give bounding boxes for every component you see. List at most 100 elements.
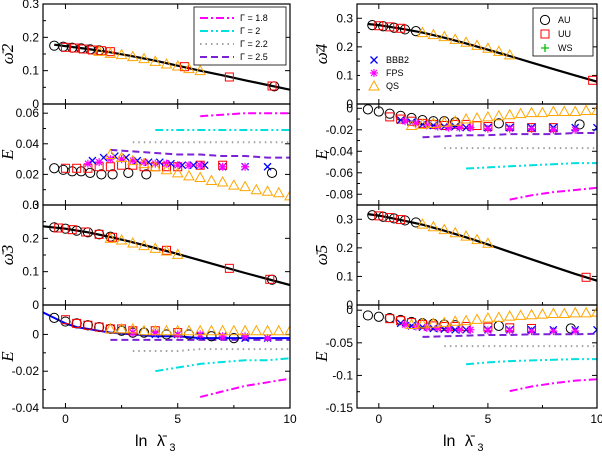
marker-UU [385,22,395,32]
marker-AU [493,320,504,331]
marker-UU [472,120,482,130]
plot-area-E4 [362,104,597,201]
marker-QS [591,306,597,317]
marker-QS [416,118,429,129]
marker-QS [405,318,418,330]
marker-QS [104,148,117,159]
marker-BBB2 [263,162,272,171]
marker-QS [427,28,440,40]
marker-FPS [433,324,442,333]
marker-FPS [263,334,272,343]
y-tick-label: 0 [32,97,39,111]
panel-E3: -0.04 -0.02 0 E [0,304,291,415]
marker-QS [183,324,195,336]
marker-QS [449,33,462,44]
marker-AU [373,311,384,322]
marker-UU [224,263,234,273]
marker-QS [205,324,218,336]
marker-FPS [422,121,431,130]
marker-QS [438,30,451,42]
legend-marker [541,44,549,52]
marker-UU [72,318,82,328]
marker-QS [569,105,582,117]
marker-QS [471,111,483,123]
legend-marker [368,79,380,91]
marker-QS [115,48,128,60]
marker-QS [492,109,505,121]
marker-QS [149,55,162,66]
marker-AU [82,320,94,331]
marker-FPS [173,161,182,170]
y-tick-label: -0.04 [12,401,40,415]
marker-QS [514,107,527,119]
marker-UU [94,229,104,239]
plot-area-w2 [49,40,290,92]
legend-label: Γ = 2 [240,26,260,36]
x-axis-labels: ln λ̄ 3 ln λ̄ 3 0 5 10 0 5 10 [62,412,602,454]
legend-marker [539,14,551,26]
marker-QS [160,163,173,175]
marker-QS [558,307,571,318]
marker-QS [149,160,162,172]
series-line-Γ22 [132,348,290,352]
marker-FPS [196,161,205,170]
y-tick-label: 0.2 [336,40,353,54]
marker-AU [395,110,406,121]
marker-AU [71,318,82,329]
series-line-Γ25 [110,148,290,159]
y-axis-label: ω̄4 [312,43,331,64]
series-line-Γ25 [422,332,597,338]
marker-FPS [455,325,464,334]
panel-frame [356,204,598,306]
y-tick-label: -0.02 [326,123,354,137]
marker-QS [239,180,251,192]
x-tick-label: 10 [590,412,602,426]
marker-FPS [218,162,227,171]
marker-QS [160,324,173,336]
marker-QS [160,244,173,256]
marker-FPS [466,123,475,132]
marker-FPS [411,119,420,128]
marker-FPS [466,325,475,334]
y-tick-label: 0.3 [22,198,39,212]
legend-label: Γ = 2.5 [240,52,268,62]
marker-QS [171,324,184,336]
marker-UU [78,44,88,54]
marker-QS [183,62,195,74]
y-axis-label: E [312,351,331,363]
marker-AU [94,229,105,240]
marker-UU [396,23,406,33]
marker-UU [81,227,91,237]
marker-QS [460,36,472,47]
marker-UU [265,274,275,284]
marker-QS [115,151,128,163]
marker-FPS [527,124,536,133]
marker-QS [525,106,538,118]
legend-label: UU [558,29,571,39]
plot-area-E2 [49,112,290,201]
marker-QS [160,57,173,69]
legend-methods-1: AU UU WS [532,7,594,57]
marker-AU [266,167,278,178]
marker-QS [514,309,527,320]
marker-QS [126,154,139,166]
marker-QS [438,316,451,328]
series-line-Γ25 [422,132,597,139]
theory-curve [43,225,290,287]
legend-marker [370,69,378,77]
marker-QS [449,115,462,126]
theory-curve [54,43,290,91]
marker-QS [149,324,162,336]
y-axis-label: E [0,351,17,363]
marker-QS [261,185,274,196]
panels-group: 0 0.1 0.2 0.3 ω̄2 0 0.02 0.04 0.06 E 0 0.1 0.2 0.3 ω̄3… [0,0,598,415]
marker-FPS [241,162,250,171]
plot-area-E3 [43,311,290,398]
plot-area-w4 [367,20,597,85]
marker-QS [149,242,162,253]
legend-label: BBB2 [386,55,409,65]
y-tick-label: -0.06 [326,166,354,180]
panel-w4: 0 0.1 0.2 0.3 ω̄4 [312,3,598,111]
marker-FPS [83,159,92,168]
marker-QS [250,183,263,195]
